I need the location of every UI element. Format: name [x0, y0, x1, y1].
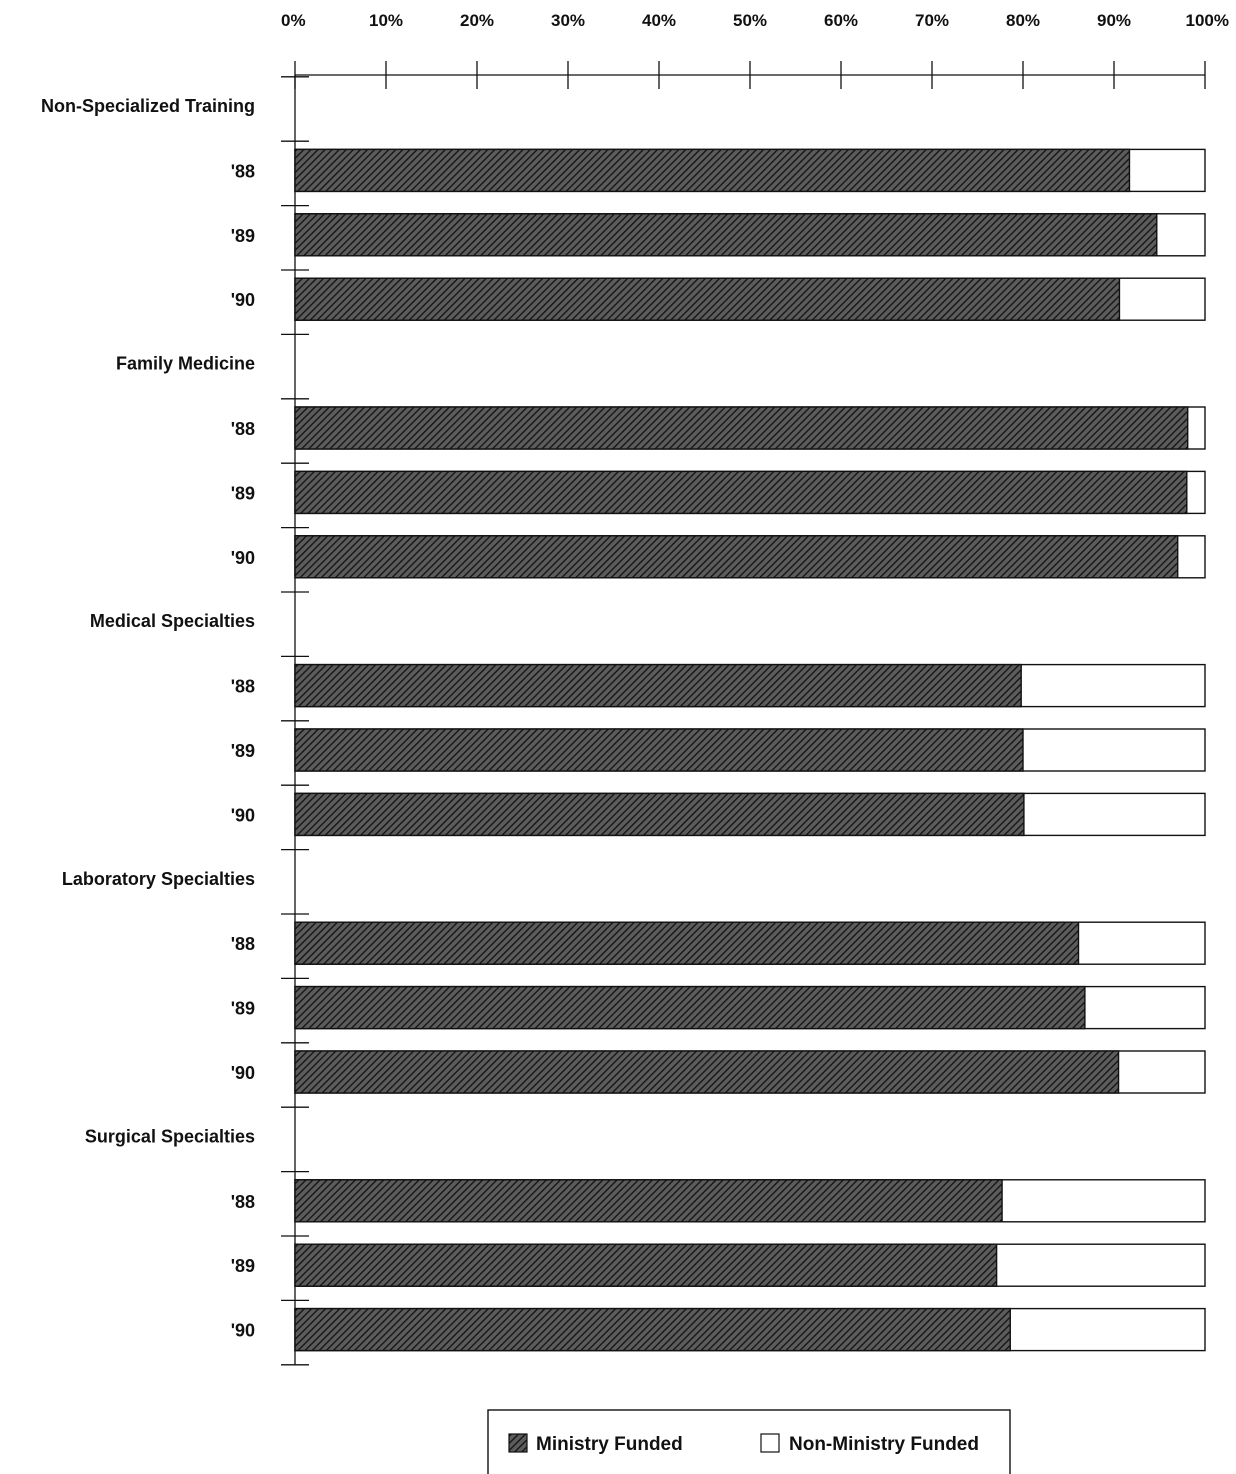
group-label: Surgical Specialties: [85, 1126, 255, 1146]
legend-label-ministry: Ministry Funded: [536, 1434, 683, 1455]
year-label: '90: [231, 1321, 255, 1341]
bar-ministry: [294, 1243, 998, 1287]
x-axis: 0% 10% 20% 30% 40% 50% 60% 70% 80% 90% 100%: [281, 11, 1229, 89]
year-label: '89: [231, 483, 255, 503]
bar-ministry: [294, 277, 1121, 321]
x-tick-label: 70%: [915, 11, 949, 30]
legend-swatch-ministry: [508, 1433, 528, 1453]
group-label: Family Medicine: [116, 354, 255, 374]
year-label: '88: [231, 677, 255, 697]
bar-ministry: [294, 213, 1158, 257]
x-tick-label: 90%: [1097, 11, 1131, 30]
group-label: Laboratory Specialties: [62, 869, 255, 889]
year-label: '90: [231, 1063, 255, 1083]
year-label: '88: [231, 419, 255, 439]
legend-box: [487, 1409, 1011, 1474]
y-axis: Non-Specialized Training '88 '89 '90 Family …: [41, 75, 309, 1366]
bar-ministry: [294, 1179, 1003, 1223]
x-tick-label: 60%: [824, 11, 858, 30]
bar-ministry: [294, 1050, 1120, 1094]
x-tick-label: 40%: [642, 11, 676, 30]
group-label: Non-Specialized Training: [41, 96, 255, 116]
year-label: '88: [231, 161, 255, 181]
year-label: '89: [231, 226, 255, 246]
bar-ministry: [294, 470, 1188, 515]
year-label: '89: [231, 741, 255, 761]
year-label: '88: [231, 1192, 255, 1212]
bar-ministry: [294, 728, 1024, 772]
bar-ministry: [294, 921, 1080, 965]
bars: [294, 148, 1206, 1352]
group-label: Medical Specialties: [90, 611, 255, 631]
legend-label-non-ministry: Non-Ministry Funded: [789, 1434, 979, 1455]
year-label: '89: [231, 999, 255, 1019]
year-label: '90: [231, 805, 255, 825]
bar-ministry: [294, 1307, 1011, 1352]
year-label: '90: [231, 290, 255, 310]
x-tick-label: 0%: [281, 11, 306, 30]
bar-ministry: [294, 406, 1189, 450]
year-label: '88: [231, 934, 255, 954]
year-label: '89: [231, 1256, 255, 1276]
legend-swatch-non-ministry: [760, 1433, 780, 1453]
bar-ministry: [294, 148, 1131, 193]
bar-ministry: [294, 792, 1025, 837]
bar-ministry: [294, 535, 1179, 579]
x-tick-label: 80%: [1006, 11, 1040, 30]
year-label: '90: [231, 548, 255, 568]
bar-ministry: [294, 663, 1022, 708]
x-tick-label: 10%: [369, 11, 403, 30]
x-tick-label: 30%: [551, 11, 585, 30]
legend: Ministry Funded Non-Ministry Funded: [487, 1409, 1011, 1474]
bar-ministry: [294, 985, 1086, 1030]
x-tick-label: 50%: [733, 11, 767, 30]
x-tick-label: 100%: [1186, 11, 1229, 30]
x-tick-label: 20%: [460, 11, 494, 30]
